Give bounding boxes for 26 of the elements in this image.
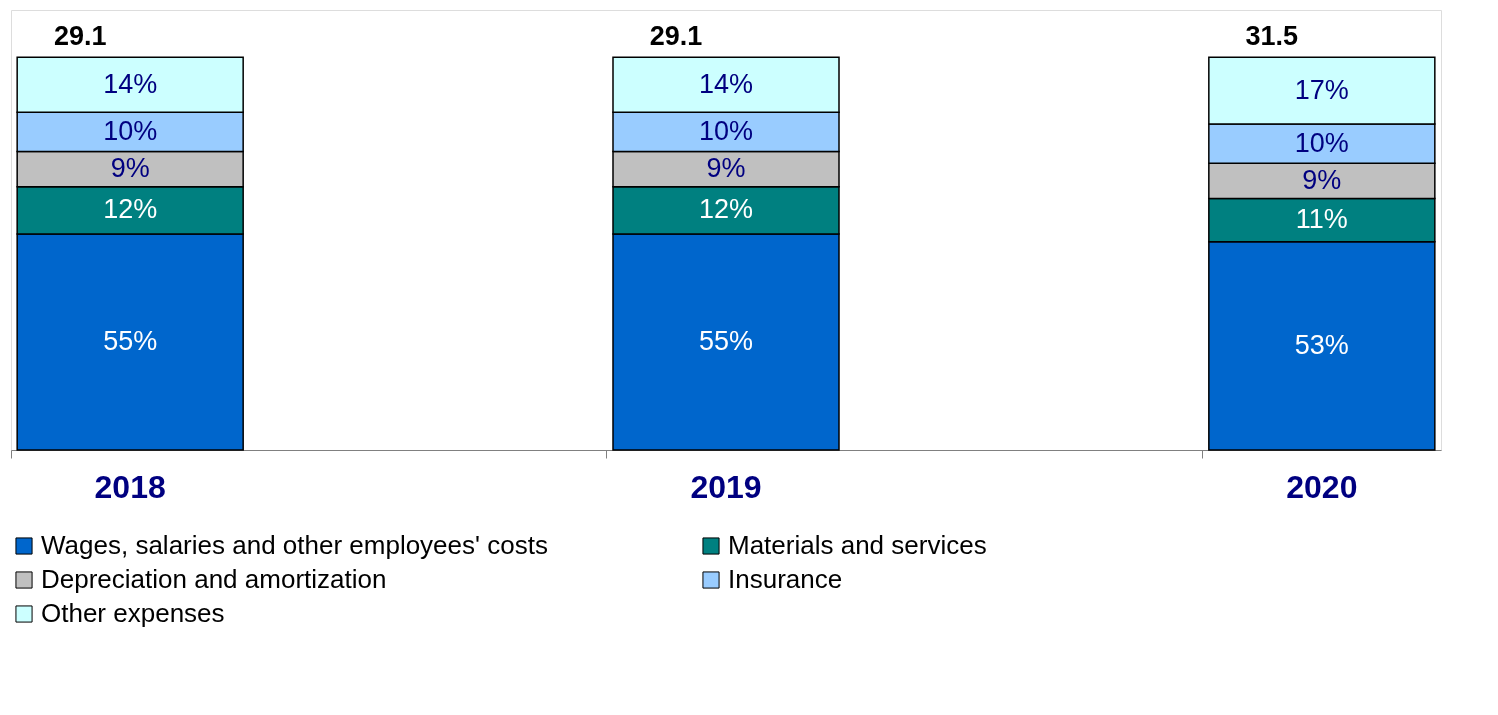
data-label: 12% xyxy=(103,194,158,225)
legend-label: Depreciation and amortization xyxy=(41,564,387,594)
text: 29.1 xyxy=(53,21,107,52)
data-label: 14% xyxy=(698,68,754,99)
data-label: 55% xyxy=(698,325,754,356)
data-label: 11% xyxy=(1295,204,1348,235)
x-tick-label: 2020 xyxy=(1286,468,1358,505)
text: 29.1 xyxy=(649,21,703,52)
data-label: 9% xyxy=(1302,164,1342,195)
data-label: 12% xyxy=(698,194,754,225)
legend-label: Wages, salaries and other employees' costs xyxy=(41,530,548,560)
data-label: 53% xyxy=(1294,329,1349,360)
data-label: 9% xyxy=(110,153,150,184)
text: 31.5 xyxy=(1245,21,1299,52)
data-label: 10% xyxy=(1294,127,1349,158)
data-label: 17% xyxy=(1294,74,1349,105)
data-label: 9% xyxy=(706,153,746,184)
legend-label: Insurance xyxy=(728,564,843,594)
x-tick-label: 2018 xyxy=(94,468,166,505)
legend-label: Materials and services xyxy=(728,530,987,560)
data-label: 10% xyxy=(698,115,754,146)
legend-label: Other expenses xyxy=(41,598,225,628)
data-label: 55% xyxy=(103,325,158,356)
data-label: 14% xyxy=(103,68,158,99)
data-label: 10% xyxy=(103,115,158,146)
x-tick-label: 2019 xyxy=(690,468,762,505)
